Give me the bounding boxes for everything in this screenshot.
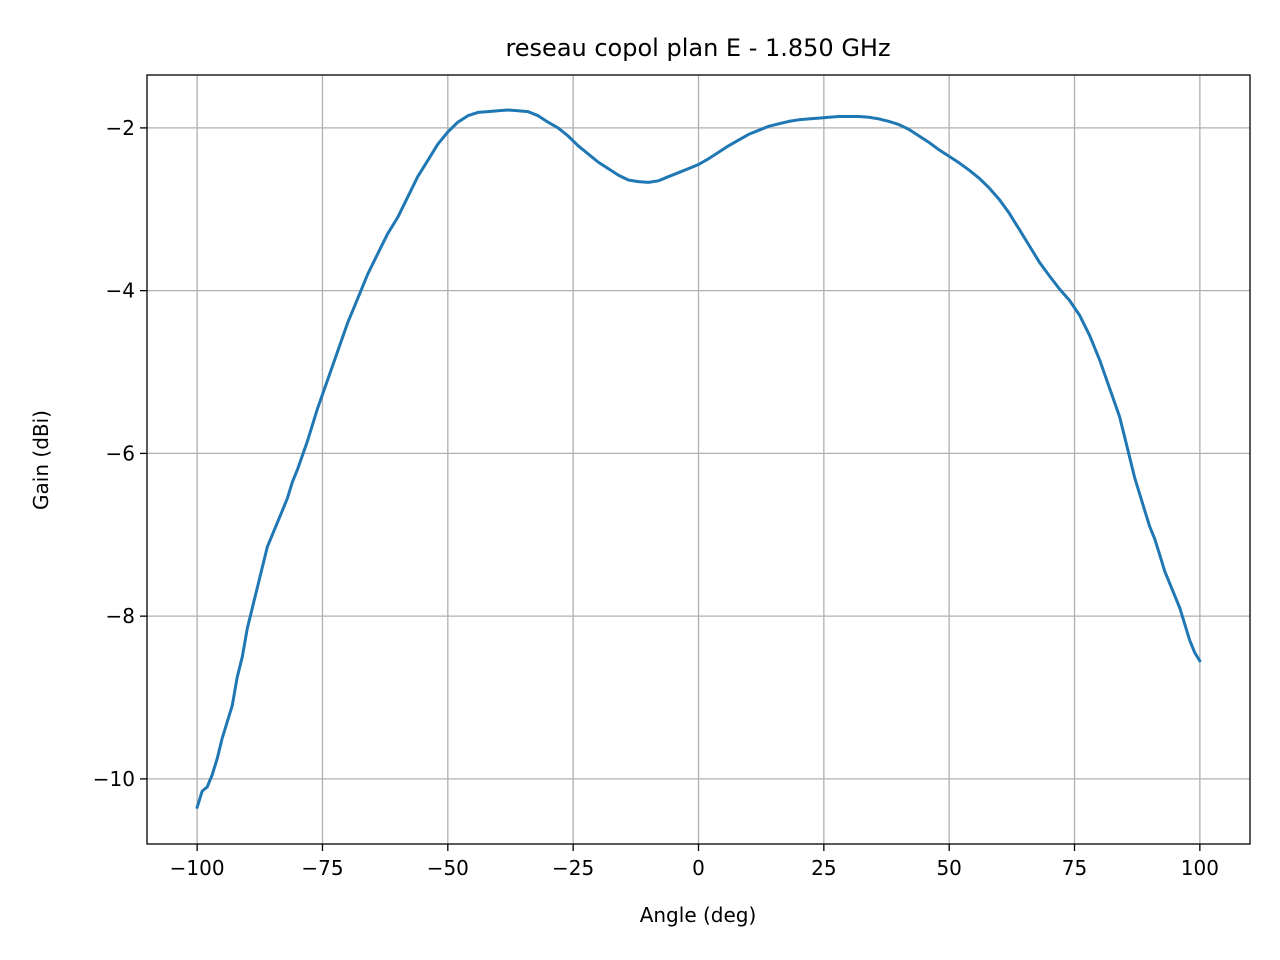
x-tick-label: 100	[1181, 856, 1219, 880]
grid	[147, 75, 1250, 844]
x-tick-label: −25	[552, 856, 594, 880]
x-tick-label: 25	[811, 856, 836, 880]
x-axis-label: Angle (deg)	[640, 903, 757, 927]
gain-series-line	[195, 108, 1202, 809]
chart-title: reseau copol plan E - 1.850 GHz	[505, 34, 890, 62]
y-axis-label: Gain (dBi)	[29, 410, 53, 510]
x-axis-ticks: −100 −75 −50 −25 0 25 50 75 100	[170, 844, 1219, 880]
y-tick-label: −8	[106, 604, 135, 628]
x-tick-label: 75	[1062, 856, 1087, 880]
x-tick-label: −50	[427, 856, 469, 880]
x-tick-label: 50	[936, 856, 961, 880]
y-tick-label: −4	[106, 279, 135, 303]
x-tick-label: −75	[301, 856, 343, 880]
y-tick-label: −10	[93, 767, 135, 791]
y-tick-label: −2	[106, 116, 135, 140]
series-layer	[195, 108, 1202, 809]
x-tick-label: 0	[692, 856, 705, 880]
y-tick-label: −6	[106, 441, 135, 465]
x-tick-label: −100	[170, 856, 225, 880]
y-axis-ticks: −10 −8 −6 −4 −2	[93, 116, 147, 791]
